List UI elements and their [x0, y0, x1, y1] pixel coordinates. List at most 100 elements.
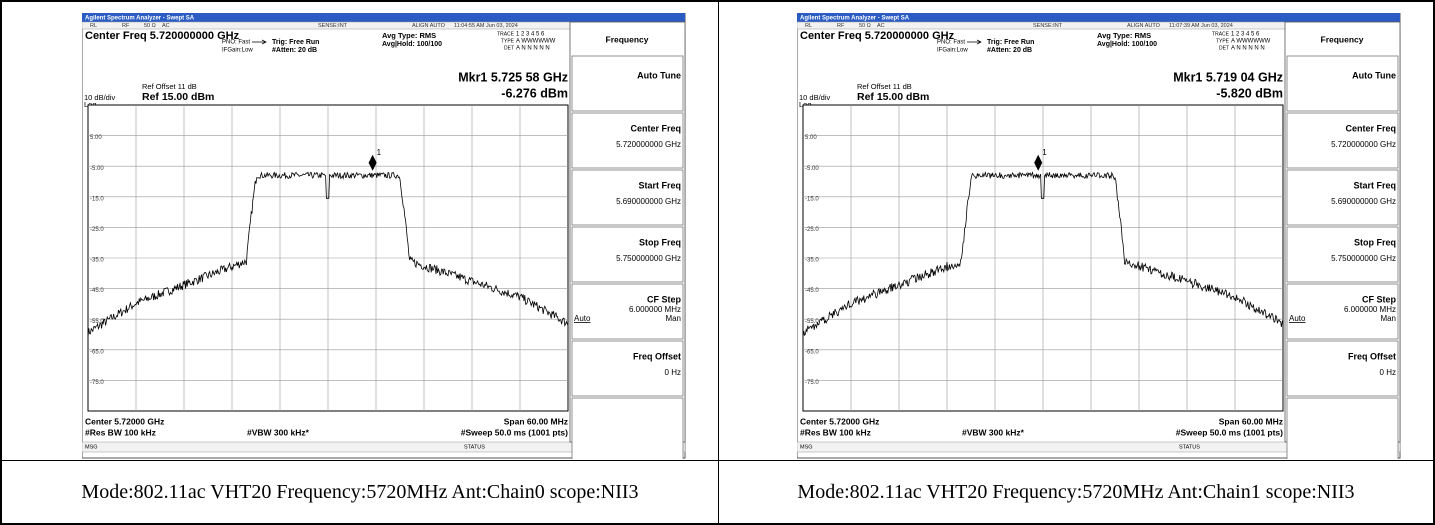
- log-label: Log: [84, 100, 97, 109]
- softkey: [571, 283, 684, 340]
- softkey-value: 5.690000000 GHz: [1331, 197, 1396, 206]
- center-freq: Center Freq 5.720000000 GHz: [85, 30, 240, 42]
- y-label: 5.00: [805, 135, 817, 141]
- y-label: -75.0: [90, 380, 104, 386]
- status-item: 50 Ω: [859, 23, 871, 29]
- status-item: RF: [122, 23, 130, 29]
- sweep: #Sweep 50.0 ms (1001 pts): [461, 427, 568, 437]
- softkey-value: 0 Hz: [1380, 368, 1396, 377]
- softkey-value: 6.000000 MHz: [1344, 305, 1396, 314]
- ifgain: IFGain:Low: [222, 48, 253, 54]
- msg: MSG: [800, 444, 813, 450]
- status-item: RF: [837, 23, 845, 29]
- softkey-option: Man: [1380, 314, 1396, 323]
- y-label: -5.00: [805, 166, 819, 172]
- softkey-label: CF Step: [1362, 294, 1397, 304]
- span-label: Span 60.00 MHz: [504, 416, 568, 426]
- scale: 10 dB/div: [799, 93, 831, 102]
- pno: PNO: Fast: [937, 40, 965, 46]
- trace-info-value: 1 2 3 4 5 6: [516, 32, 545, 38]
- ref-offset: Ref Offset 11 dB: [142, 82, 197, 91]
- softkey-value: 5.750000000 GHz: [616, 254, 681, 263]
- caption-cell: Mode:802.11ac VHT20 Frequency:5720MHz An…: [1, 460, 719, 524]
- avg-type: Avg Type: RMS: [1097, 31, 1151, 40]
- trig: Trig: Free Run: [272, 39, 319, 46]
- ref-level: Ref 15.00 dBm: [857, 91, 929, 103]
- status: STATUS: [1179, 444, 1200, 450]
- pno-arrow: [967, 39, 982, 45]
- y-label: -45.0: [805, 288, 819, 294]
- softkey: [571, 169, 684, 226]
- softkey-empty: [571, 397, 684, 459]
- softkey-value: 6.000000 MHz: [629, 305, 681, 314]
- softkey-label: Stop Freq: [1354, 237, 1396, 247]
- status-item: RL: [90, 23, 97, 29]
- y-label: -5.00: [90, 166, 104, 172]
- screenshot-cell: Agilent Spectrum Analyzer - Swept SA RL RF…: [1, 1, 719, 461]
- softkey-value: 5.720000000 GHz: [1331, 140, 1396, 149]
- trace-info-value: A WWWWWW: [1231, 39, 1271, 45]
- ref-offset: Ref Offset 11 dB: [857, 82, 912, 91]
- status: STATUS: [464, 444, 485, 450]
- softkey-value: 5.690000000 GHz: [616, 197, 681, 206]
- marker-number: 1: [1042, 148, 1047, 157]
- softkey-value: 0 Hz: [665, 368, 681, 377]
- softkey: [571, 55, 684, 112]
- status-item: RL: [805, 23, 812, 29]
- sweep: #Sweep 50.0 ms (1001 pts): [1176, 427, 1283, 437]
- log-label: Log: [799, 100, 812, 109]
- softkey: [571, 340, 684, 397]
- softkey: [571, 226, 684, 283]
- softkey-label: Start Freq: [1353, 180, 1396, 190]
- trace-info-value: A N N N N N: [1231, 46, 1265, 52]
- status-item: SENSE:INT: [318, 23, 348, 29]
- atten: #Atten: 20 dB: [987, 47, 1032, 54]
- softkey: [1286, 169, 1399, 226]
- center-label: Center 5.72000 GHz: [800, 416, 879, 426]
- trace-info-label: DET: [1219, 45, 1229, 51]
- status-item: 50 Ω: [144, 23, 156, 29]
- marker-readout: Mkr1 5.725 58 GHz: [458, 70, 568, 84]
- softkey-label: Auto Tune: [637, 70, 681, 80]
- marker-diamond: [1034, 154, 1043, 171]
- marker-level: -5.820 dBm: [1216, 86, 1283, 100]
- trig: Trig: Free Run: [987, 39, 1034, 46]
- avg-hold: Avg|Hold: 100/100: [382, 41, 442, 48]
- y-label: -55.0: [90, 319, 104, 325]
- softkey-label: Center Freq: [630, 123, 681, 133]
- title-bar: [797, 13, 1400, 22]
- window-title: Agilent Spectrum Analyzer - Swept SA: [85, 16, 195, 22]
- spectrum-trace: [802, 170, 1284, 338]
- marker-number: 1: [377, 148, 382, 157]
- menu-title: Frequency: [1321, 34, 1364, 44]
- status-item: ALIGN AUTO: [1127, 23, 1161, 29]
- y-label: -55.0: [805, 319, 819, 325]
- scale: 10 dB/div: [84, 93, 116, 102]
- screenshot-cell: Agilent Spectrum Analyzer - Swept SA RL RF…: [718, 1, 1434, 461]
- y-label: -15.0: [90, 196, 104, 202]
- message-bar: [82, 441, 686, 453]
- softkey-label: Freq Offset: [1348, 351, 1396, 361]
- pno: PNO: Fast: [222, 40, 250, 46]
- marker-diamond: [368, 154, 377, 171]
- softkey-label: Freq Offset: [633, 351, 681, 361]
- trace-info-label: TYPE: [501, 38, 515, 44]
- trace-info-value: 1 2 3 4 5 6: [1231, 32, 1260, 38]
- res-bw: #Res BW 100 kHz: [85, 427, 156, 437]
- softkey-label: Auto Tune: [1352, 70, 1396, 80]
- window-title: Agilent Spectrum Analyzer - Swept SA: [800, 16, 910, 22]
- softkey: [1286, 112, 1399, 169]
- marker-readout: Mkr1 5.719 04 GHz: [1173, 70, 1283, 84]
- softkey-label: Center Freq: [1345, 123, 1396, 133]
- softkey-label: Stop Freq: [639, 237, 681, 247]
- message-bar: [797, 441, 1401, 453]
- menu-title: Frequency: [606, 34, 649, 44]
- msg: MSG: [85, 444, 98, 450]
- softkey: [1286, 340, 1399, 397]
- status-item: AC: [877, 23, 885, 29]
- caption-cell: Mode:802.11ac VHT20 Frequency:5720MHz An…: [718, 460, 1434, 524]
- status-item: SENSE:INT: [1033, 23, 1063, 29]
- status-item: 11:04:55 AM Jun 03, 2024: [454, 23, 518, 29]
- ifgain: IFGain:Low: [937, 48, 968, 54]
